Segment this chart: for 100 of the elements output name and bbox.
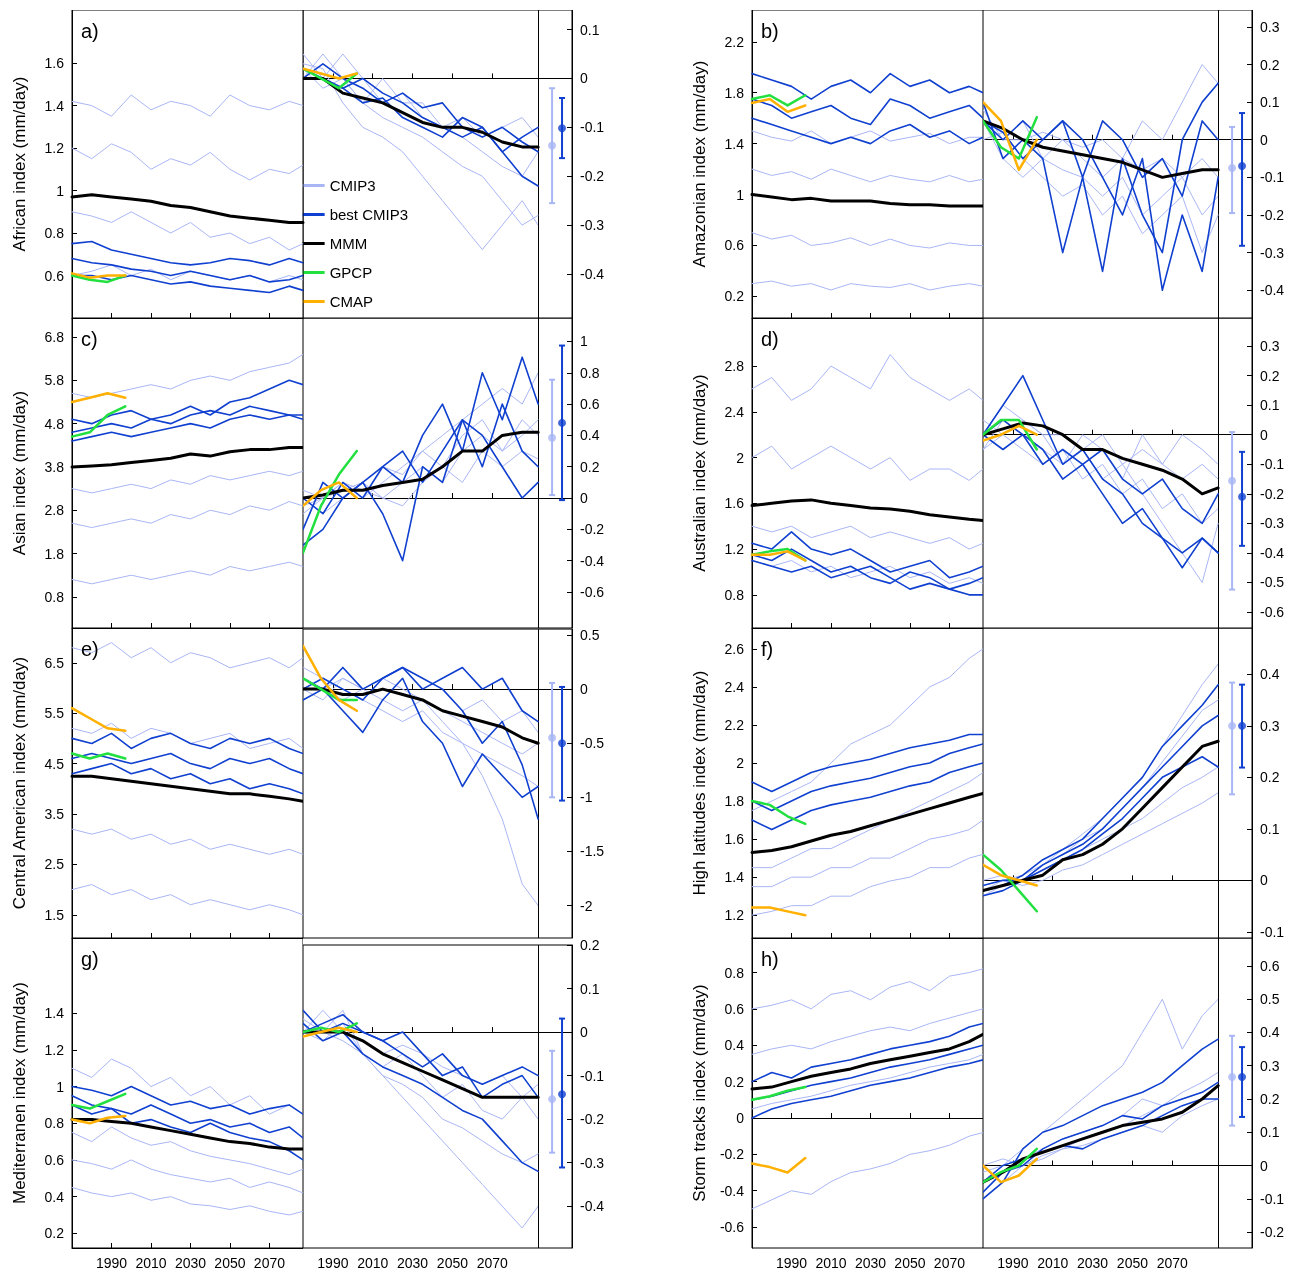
x-tick-label: 2050 (1116, 1255, 1149, 1271)
text: h) (761, 948, 779, 970)
y-tick-label: 4.8 (44, 415, 65, 432)
y-tick-label: 0.8 (580, 364, 600, 381)
y-tick-label: 4.5 (44, 755, 65, 772)
y-tick-label: 0.2 (580, 458, 600, 475)
y-tick-label: 0 (580, 70, 588, 87)
y-tick-label: 6.5 (44, 654, 65, 671)
y-tick-label: 1.4 (44, 97, 65, 114)
y-tick-label: 0.6 (1260, 957, 1280, 974)
y-tick-label: 0.4 (580, 427, 600, 444)
y-tick-label: 0 (736, 1110, 745, 1126)
y-axis-title: African index (mm/day) (10, 76, 29, 252)
y-tick-label: -2 (580, 897, 593, 914)
y-tick-label: 1.6 (724, 495, 745, 512)
y-tick-label: 0.1 (1260, 94, 1280, 111)
y-tick-label: -0.1 (1260, 169, 1285, 186)
y-tick-label: 1.6 (44, 55, 65, 72)
y-tick-label: 2 (736, 755, 745, 772)
y-tick-label: -0.5 (1260, 574, 1285, 591)
y-tick-label: 0.3 (1260, 717, 1280, 734)
x-tick-label: 2030 (174, 1255, 207, 1271)
y-tick-label: -0.2 (580, 168, 605, 185)
y-tick-label: 0.2 (1260, 1090, 1280, 1107)
y-tick-label: 0 (580, 1024, 588, 1041)
y-axis-title: Amazonian index (mm/day) (690, 60, 709, 268)
y-axis-title: Central American index (mm/day) (10, 656, 29, 910)
y-tick-label: -0.5 (580, 735, 605, 752)
y-tick-label: 2.5 (44, 856, 65, 873)
y-tick-label: 0.1 (1260, 820, 1280, 837)
y-tick-label: -0.2 (719, 1146, 745, 1163)
text: c) (81, 328, 98, 350)
x-tick-label: 2010 (357, 1255, 389, 1271)
y-tick-label: 1.2 (44, 140, 65, 157)
y-tick-label: 2.2 (724, 33, 745, 50)
y-tick-label: 0.6 (44, 267, 65, 284)
y-tick-label: 0.6 (724, 1000, 745, 1017)
y-tick-label: -0.4 (1260, 544, 1285, 561)
y-tick-label: 5.8 (44, 372, 65, 389)
y-tick-label: -0.6 (719, 1219, 745, 1236)
y-tick-label: -0.1 (580, 1067, 605, 1084)
y-tick-label: -0.2 (1260, 1224, 1285, 1241)
y-tick-label: 5.5 (44, 705, 65, 722)
y-tick-label: 0.3 (1260, 1057, 1280, 1074)
y-tick-label: 0.2 (724, 288, 745, 305)
legend-label: CMIP3 (329, 177, 376, 194)
y-tick-label: -0.2 (580, 521, 605, 538)
y-tick-label: -1.5 (580, 843, 605, 860)
x-tick-label: 1990 (95, 1255, 128, 1271)
y-tick-label: 2.4 (724, 403, 745, 420)
y-tick-label: -1 (580, 789, 593, 806)
y-tick-label: -0.1 (1260, 1190, 1285, 1207)
y-tick-label: -0.4 (719, 1182, 745, 1199)
text: g) (81, 948, 99, 970)
y-tick-label: -0.3 (580, 1154, 605, 1171)
y-tick-label: -0.1 (580, 119, 605, 136)
y-tick-label: 6.8 (44, 329, 65, 346)
y-tick-label: 0 (580, 681, 588, 698)
y-tick-label: 0.4 (1260, 666, 1280, 683)
x-tick-label: 2070 (476, 1255, 509, 1271)
y-tick-label: 0.5 (1260, 991, 1280, 1008)
y-tick-label: 1.8 (724, 793, 745, 810)
y-tick-label: 0.1 (580, 980, 600, 997)
y-tick-label: 0.2 (580, 937, 600, 953)
y-tick-label: 1.4 (724, 135, 745, 152)
y-tick-label: 2 (736, 449, 745, 466)
y-tick-label: 1 (580, 333, 588, 350)
text: f) (761, 638, 774, 660)
y-tick-label: 0.3 (1260, 18, 1280, 35)
x-tick-label: 2050 (436, 1255, 469, 1271)
y-tick-label: 0 (1260, 131, 1268, 148)
x-tick-label: 2030 (1077, 1255, 1109, 1271)
y-tick-label: 0.2 (724, 1073, 745, 1090)
y-tick-label: -0.2 (1260, 485, 1285, 502)
x-tick-label: 2070 (253, 1255, 286, 1271)
y-tick-label: -0.4 (580, 1198, 605, 1215)
legend-label: CMAP (329, 293, 373, 310)
y-tick-label: 1.8 (44, 545, 65, 562)
y-tick-label: 0.3 (1260, 338, 1280, 355)
y-tick-label: 2.6 (724, 640, 745, 657)
y-tick-label: 1.4 (724, 869, 745, 886)
y-tick-label: 0 (1260, 872, 1268, 889)
y-tick-label: 2.8 (724, 358, 745, 375)
y-tick-label: 1 (56, 1078, 65, 1095)
y-tick-label: 1.8 (724, 84, 745, 101)
y-tick-label: 2.2 (724, 716, 745, 733)
y-tick-label: 0.4 (724, 1037, 745, 1054)
y-axis-title: Asian index (mm/day) (10, 390, 29, 556)
y-tick-label: 0.2 (1260, 56, 1280, 73)
text: d) (761, 328, 779, 350)
y-tick-label: 0.6 (724, 237, 745, 254)
y-tick-label: 1.5 (44, 906, 65, 923)
y-axis-title: Storm tracks index (mm/day) (690, 984, 709, 1202)
y-tick-label: 0.8 (44, 588, 65, 605)
y-tick-label: 0.5 (580, 627, 600, 643)
y-tick-label: -0.1 (1260, 923, 1285, 940)
x-tick-label: 2050 (894, 1255, 926, 1271)
text: b) (761, 20, 779, 42)
y-axis-title: Mediterranen index (mm/day) (10, 981, 29, 1205)
x-tick-label: 2070 (933, 1255, 966, 1271)
